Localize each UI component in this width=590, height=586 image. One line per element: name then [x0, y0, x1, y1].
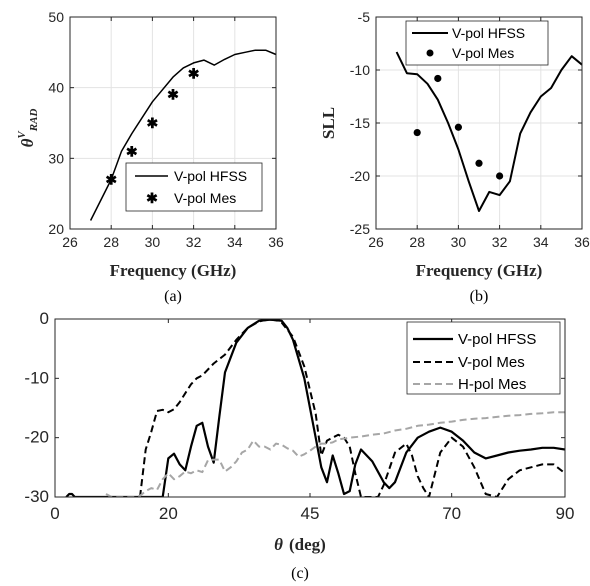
data-point [496, 172, 504, 180]
panel-c-legend-label-hmes: H-pol Mes [458, 376, 526, 393]
panel-b: 26 28 30 32 34 36 -25 -20 -15 -10 -5 V-pol HFSS V-… [319, 9, 590, 305]
panel-a: ✱ ✱ ✱ ✱ ✱ 26 28 30 32 34 36 20 30 40 50 V-pol HFSS ✱ … [16, 9, 284, 305]
x-tick-label: 32 [492, 234, 508, 250]
y-tick-label: -20 [24, 428, 49, 447]
x-tick-label: 34 [227, 234, 243, 250]
panel-c-series [65, 319, 565, 497]
panel-c: 0 20 45 70 90 -30 -20 -10 0 V-pol HFSS V-pol Mes… [24, 309, 574, 582]
series-line-v-pol-mes [139, 319, 565, 497]
x-tick-label: 26 [368, 234, 384, 250]
panel-b-ylabel: SLL [319, 107, 338, 139]
y-tick-label: 0 [40, 309, 49, 328]
y-tick-label: 20 [48, 221, 64, 237]
x-tick-label: 30 [145, 234, 161, 250]
panel-c-xlabel: θ (deg) [274, 535, 326, 554]
panel-b-series [395, 51, 582, 212]
series-line-h-pol-mes [105, 411, 565, 497]
panel-c-caption: (c) [291, 565, 309, 582]
panel-a-legend-box [125, 162, 263, 212]
y-tick-label: -10 [24, 368, 49, 387]
data-point [454, 123, 462, 131]
data-point: ✱ [147, 115, 159, 131]
y-tick-label: -20 [350, 168, 370, 184]
panel-b-xlabel: Frequency (GHz) [416, 261, 543, 280]
series-line-v-pol-hfss [65, 319, 565, 497]
panel-a-series: ✱ ✱ ✱ ✱ ✱ [89, 49, 276, 221]
y-tick-label: 30 [48, 150, 64, 166]
panel-b-legend-box [405, 20, 549, 66]
series-line-v-pol-hfss [395, 51, 582, 212]
panel-b-ticks: 26 28 30 32 34 36 -25 -20 -15 -10 -5 [350, 9, 590, 250]
panel-c-legend: V-pol HFSS V-pol Mes H-pol Mes [406, 321, 561, 395]
data-point: ✱ [105, 172, 117, 188]
panel-a-ticks: 26 28 30 32 34 36 20 30 40 50 [48, 9, 284, 250]
x-tick-label: 45 [301, 504, 320, 523]
x-tick-label: 32 [186, 234, 202, 250]
x-tick-label: 20 [159, 504, 178, 523]
y-tick-label: -5 [358, 9, 371, 25]
x-tick-label: 26 [62, 234, 78, 250]
panel-a-frame [69, 16, 277, 230]
x-tick-label: 30 [451, 234, 467, 250]
data-point: ✱ [167, 87, 179, 103]
x-tick-label: 0 [50, 504, 59, 523]
data-point: ✱ [126, 143, 138, 159]
x-tick-label: 36 [268, 234, 284, 250]
y-tick-label: -30 [24, 487, 49, 506]
panel-b-caption: (b) [470, 288, 489, 305]
x-tick-label: 36 [574, 234, 590, 250]
panel-b-legend-marker-mes [426, 49, 434, 57]
data-point [413, 128, 421, 137]
x-tick-label: 70 [442, 504, 461, 523]
series-line-v-pol-hfss [89, 49, 276, 221]
data-point [434, 74, 442, 83]
y-tick-label: -10 [350, 62, 370, 78]
panel-a-legend: V-pol HFSS ✱ V-pol Mes [125, 162, 263, 212]
panel-b-legend: V-pol HFSS V-pol Mes [405, 20, 549, 66]
y-tick-label: 40 [48, 80, 64, 96]
panel-a-caption: (a) [164, 288, 182, 305]
x-tick-label: 28 [409, 234, 425, 250]
panel-a-ylabel: θVRAD [16, 109, 40, 148]
data-point [475, 159, 483, 167]
panel-a-legend-marker-mes: ✱ [146, 190, 158, 206]
data-point: ✱ [188, 66, 200, 82]
y-tick-label: 50 [48, 9, 64, 25]
panel-a-xlabel: Frequency (GHz) [110, 261, 237, 280]
panel-a-legend-label-hfss: V-pol HFSS [174, 168, 247, 184]
x-tick-label: 34 [533, 234, 549, 250]
panel-c-legend-box [406, 321, 561, 395]
panel-b-legend-label-mes: V-pol Mes [452, 45, 514, 61]
panel-c-legend-label-vmes: V-pol Mes [458, 354, 525, 371]
panel-b-legend-label-hfss: V-pol HFSS [452, 25, 525, 41]
y-tick-label: -25 [350, 221, 370, 237]
panel-a-legend-label-mes: V-pol Mes [174, 190, 236, 206]
y-tick-label: -15 [350, 115, 370, 131]
x-tick-label: 90 [556, 504, 575, 523]
panel-c-legend-label-hfss: V-pol HFSS [458, 331, 536, 348]
x-tick-label: 28 [103, 234, 119, 250]
